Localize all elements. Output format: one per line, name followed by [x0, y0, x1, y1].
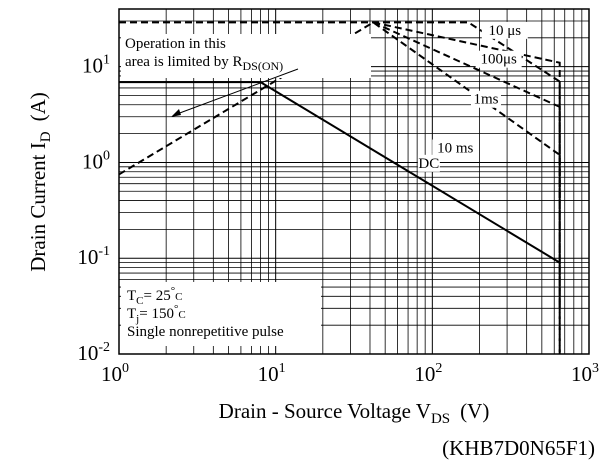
pulse-condition: Single nonrepetitive pulse — [127, 324, 284, 340]
plot-frame — [118, 8, 590, 355]
series-label: DC — [418, 156, 439, 172]
series-label-bg — [417, 154, 440, 172]
conditions-box — [121, 282, 321, 346]
tc-condition: TC= 25°C — [127, 285, 182, 307]
tick-labels: 100 101 102 103 10-2 10-1 100 101 — [77, 53, 599, 386]
y-tick-label: 101 — [82, 53, 110, 78]
series-line-10μs — [119, 21, 561, 354]
x-tick-label: 103 — [571, 361, 599, 386]
x-tick-label: 102 — [414, 361, 442, 386]
y-tick-label: 10-2 — [77, 340, 110, 365]
series-label-bg — [475, 50, 522, 68]
x-tick-label: 100 — [101, 361, 129, 386]
series-label-bg — [481, 21, 528, 39]
rds-note-arrow — [176, 68, 299, 115]
series-line-DC — [259, 81, 561, 264]
y-tick-label: 10-1 — [77, 244, 110, 269]
rds-note-box — [121, 34, 371, 78]
series-line-10ms — [119, 21, 561, 201]
rds-note-line2: area is limited by RDS(ON) — [125, 54, 283, 73]
series-label: 1ms — [473, 92, 498, 108]
series-line-1ms — [372, 21, 561, 309]
part-number: (KHB7D0N65F1) — [442, 436, 595, 460]
rds-note-arrowhead — [171, 109, 181, 117]
y-axis-title: Drain Current ID(A) — [26, 92, 54, 271]
series-group — [119, 21, 561, 354]
series-label-bg — [432, 139, 479, 157]
rds-note-line1: Operation in this — [125, 36, 226, 52]
x-axis-title: Drain - Source Voltage VDS (V) — [219, 399, 490, 427]
series-label: 100μs — [480, 52, 517, 68]
series-line-100μs — [373, 21, 561, 354]
y-tick-label: 100 — [82, 148, 110, 173]
series-label: 10 ms — [437, 141, 473, 157]
tj-condition: Tj= 150°C — [127, 303, 186, 325]
series-label-bg — [470, 90, 501, 108]
series-label: 10 μs — [488, 23, 521, 39]
x-tick-label: 101 — [258, 361, 286, 386]
